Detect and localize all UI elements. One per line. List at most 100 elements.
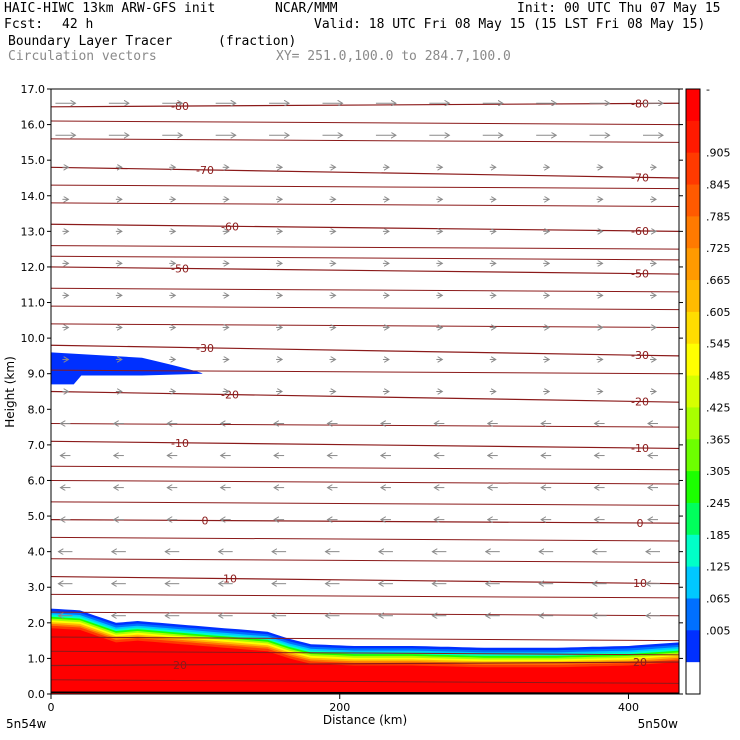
colorbar-label: .545	[706, 338, 731, 351]
field-name: Boundary Layer Tracer	[8, 34, 173, 49]
isotherm-line	[51, 369, 679, 375]
isotherm-label: -10	[631, 442, 649, 455]
y-tick-label: 14.0	[21, 190, 46, 203]
colorbar-label: .365	[706, 433, 731, 446]
isotherm-label: 10	[633, 577, 647, 590]
field-units: (fraction)	[218, 34, 297, 49]
isotherm-line	[51, 245, 679, 250]
isotherm-label: 0	[637, 517, 644, 530]
isotherm-line	[51, 558, 679, 563]
y-tick-label: 1.0	[28, 652, 46, 665]
colorbar-label: .305	[706, 465, 731, 478]
isotherm-line	[51, 661, 679, 667]
isotherm-line	[51, 575, 679, 585]
colorbar-frame	[685, 88, 701, 695]
x-end-label-left: 5n54w	[6, 717, 47, 731]
isotherm-label: 20	[633, 656, 647, 669]
cross-section-coords: XY= 251.0,100.0 to 284.7,100.0	[276, 49, 511, 64]
colorbar-swatch	[686, 216, 700, 249]
colorbar-label: .485	[706, 370, 731, 383]
plot-frame	[50, 88, 680, 695]
isotherm-line	[51, 184, 679, 190]
isotherm-label: -20	[221, 389, 239, 402]
isotherm-label: -70	[196, 164, 214, 177]
colorbar-swatch	[686, 280, 700, 313]
isotherm-line	[51, 138, 679, 143]
isotherm-line	[51, 536, 679, 542]
isotherm-line	[51, 465, 679, 471]
isotherm-line	[51, 120, 679, 126]
isotherm-line	[51, 287, 679, 293]
colorbar-label: .125	[706, 561, 731, 574]
y-tick-label: 8.0	[28, 403, 46, 416]
isotherm-line	[51, 102, 679, 108]
cloud-tracer-patch	[51, 352, 203, 385]
colorbar-swatch	[686, 566, 700, 599]
isotherm-label: -70	[631, 171, 649, 184]
isotherm-line	[51, 650, 679, 656]
isotherm-line	[51, 679, 679, 684]
isotherm-line	[51, 390, 679, 403]
colorbar-label: .845	[706, 179, 731, 192]
colorbar-label: .605	[706, 306, 731, 319]
isotherm-label: -30	[631, 349, 649, 362]
isotherm-line	[51, 305, 679, 311]
colorbar-label: .245	[706, 497, 731, 510]
y-tick-label: 6.0	[28, 474, 46, 487]
colorbar-label: .725	[706, 242, 731, 255]
y-tick-label: 5.0	[28, 510, 46, 523]
init-time: Init: 00 UTC Thu 07 May 15	[517, 1, 721, 16]
isotherm-label: 0	[202, 514, 209, 527]
isotherm-line	[51, 636, 679, 642]
isotherm-line	[51, 344, 679, 357]
isotherm-line	[51, 423, 679, 428]
y-tick-label: 10.0	[21, 332, 46, 345]
colorbar-swatch	[686, 407, 700, 440]
y-tick-label: 11.0	[21, 297, 46, 310]
isotherm-line	[51, 266, 679, 275]
isotherm-line	[51, 479, 679, 485]
colorbar-label: .065	[706, 592, 731, 605]
y-tick-label: 7.0	[28, 439, 46, 452]
isotherm-line	[51, 611, 679, 617]
y-tick-label: 2.0	[28, 617, 46, 630]
y-tick-label: 0.0	[28, 688, 46, 701]
colorbar-swatch	[686, 375, 700, 408]
isotherm-line	[51, 323, 679, 328]
isotherm-label: 20	[173, 659, 187, 672]
colorbar-swatch	[686, 630, 700, 663]
x-axis-label: Distance (km)	[323, 713, 407, 727]
y-tick-label: 9.0	[28, 368, 46, 381]
terrain-line	[51, 691, 679, 694]
isotherm-label: -20	[631, 396, 649, 409]
isotherm-label: -80	[171, 100, 189, 113]
isotherm-line	[51, 440, 679, 450]
y-tick-label: 4.0	[28, 546, 46, 559]
y-tick-label: 17.0	[21, 83, 46, 96]
colorbar-swatch	[686, 502, 700, 536]
y-tick-label: 15.0	[21, 154, 46, 167]
isotherm-line	[51, 501, 679, 506]
colorbar-label: .785	[706, 210, 731, 223]
colorbar-swatch	[686, 598, 700, 631]
y-tick-label: 13.0	[21, 225, 46, 238]
x-tick-label: 0	[48, 701, 55, 714]
vector-field-name: Circulation vectors	[8, 49, 157, 64]
colorbar-swatch	[686, 152, 700, 186]
isotherm-line	[51, 166, 679, 179]
y-tick-label: 16.0	[21, 119, 46, 132]
isotherm-label: -60	[631, 225, 649, 238]
colorbar-swatch	[686, 248, 700, 281]
isotherm-label: -10	[171, 437, 189, 450]
colorbar-label: .905	[706, 147, 731, 160]
colorbar-label: .185	[706, 529, 731, 542]
isotherm-label: -30	[196, 342, 214, 355]
colorbar-swatch	[686, 120, 700, 154]
x-tick-label: 200	[329, 701, 350, 714]
colorbar-swatch	[686, 184, 700, 217]
organization: NCAR/MMM	[275, 1, 338, 16]
isotherm-line	[51, 519, 679, 524]
colorbar-swatch	[686, 89, 700, 122]
colorbar-swatch	[686, 534, 700, 568]
